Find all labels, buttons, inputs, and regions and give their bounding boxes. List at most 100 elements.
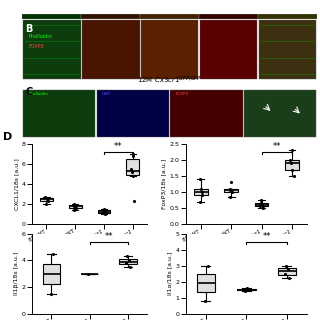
Point	[125, 254, 130, 259]
Text: D: D	[3, 132, 12, 142]
Point	[102, 206, 107, 212]
Bar	[22, 14, 81, 19]
Text: B: B	[25, 24, 33, 34]
Text: FOXP3: FOXP3	[175, 92, 189, 96]
Point	[127, 264, 132, 269]
Point	[85, 271, 90, 276]
Text: **: **	[105, 232, 113, 241]
Point	[129, 166, 134, 172]
Point	[45, 196, 50, 202]
Point	[227, 188, 232, 193]
Point	[260, 202, 265, 207]
PathPatch shape	[197, 274, 215, 292]
PathPatch shape	[285, 160, 299, 170]
Point	[101, 207, 106, 212]
Point	[45, 198, 51, 204]
Point	[100, 211, 105, 216]
Point	[51, 251, 56, 256]
Point	[229, 189, 234, 195]
Point	[72, 203, 77, 208]
Bar	[81, 14, 140, 19]
Bar	[259, 20, 316, 79]
PathPatch shape	[69, 205, 82, 208]
Text: DAPI: DAPI	[102, 92, 111, 96]
Point	[228, 180, 233, 185]
Point	[198, 199, 203, 204]
Point	[130, 153, 135, 158]
Bar	[23, 90, 95, 137]
Point	[48, 291, 53, 296]
Point	[71, 204, 76, 209]
Point	[124, 260, 129, 266]
PathPatch shape	[43, 264, 60, 284]
Point	[288, 157, 293, 163]
PathPatch shape	[119, 259, 137, 264]
PathPatch shape	[224, 189, 238, 192]
Bar	[244, 90, 316, 137]
Point	[43, 195, 48, 200]
Bar	[140, 14, 199, 19]
Text: **: **	[273, 142, 281, 151]
Point	[199, 186, 204, 191]
Y-axis label: CXCL1/18s [a.u.]: CXCL1/18s [a.u.]	[14, 158, 19, 210]
Point	[103, 212, 108, 217]
Y-axis label: Il1β/18s [a.u.]: Il1β/18s [a.u.]	[14, 252, 19, 295]
Text: Phalloidin: Phalloidin	[28, 92, 48, 96]
Bar	[199, 14, 258, 19]
Point	[73, 205, 78, 211]
PathPatch shape	[40, 198, 53, 201]
Text: C: C	[25, 87, 33, 97]
PathPatch shape	[237, 289, 256, 291]
Point	[284, 263, 289, 268]
PathPatch shape	[255, 203, 268, 206]
Point	[285, 266, 291, 271]
Point	[283, 271, 288, 276]
Point	[101, 208, 106, 213]
Bar	[258, 14, 317, 19]
Point	[260, 205, 265, 211]
Y-axis label: Il1α/18s [a.u.]: Il1α/18s [a.u.]	[168, 252, 172, 295]
Point	[259, 201, 264, 206]
Bar	[141, 20, 198, 79]
PathPatch shape	[194, 189, 208, 195]
Point	[44, 202, 49, 207]
Point	[244, 285, 250, 291]
Text: **: **	[114, 142, 123, 151]
Title: 12M $\it{Cx3cr1}$$^{GFP/GFP}$: 12M $\it{Cx3cr1}$$^{GFP/GFP}$	[137, 75, 202, 86]
Point	[290, 167, 295, 172]
Point	[131, 173, 136, 179]
Point	[130, 170, 135, 175]
Point	[203, 298, 208, 303]
Point	[242, 289, 247, 294]
Bar	[23, 20, 81, 79]
PathPatch shape	[98, 210, 110, 213]
Point	[259, 197, 264, 203]
Point	[44, 196, 49, 201]
Point	[199, 189, 204, 195]
Bar	[82, 20, 140, 79]
Point	[200, 193, 205, 198]
Point	[132, 198, 137, 204]
Point	[289, 161, 294, 166]
Point	[227, 194, 232, 199]
Point	[72, 202, 77, 207]
Bar	[170, 90, 243, 137]
Y-axis label: FoxP3/18s [a.u.]: FoxP3/18s [a.u.]	[162, 159, 167, 209]
Point	[197, 177, 202, 182]
Text: Phalloidin: Phalloidin	[28, 35, 52, 39]
Point	[258, 204, 263, 209]
Point	[130, 151, 135, 156]
Point	[102, 209, 108, 214]
PathPatch shape	[126, 159, 139, 175]
PathPatch shape	[278, 268, 296, 275]
Text: FOXP3: FOXP3	[28, 44, 44, 49]
Point	[228, 186, 233, 191]
Bar	[200, 20, 257, 79]
Point	[291, 173, 296, 179]
Point	[205, 263, 211, 268]
Point	[127, 258, 132, 263]
Point	[289, 148, 294, 153]
Point	[71, 207, 76, 212]
Point	[286, 276, 291, 281]
Text: **: **	[262, 232, 271, 241]
